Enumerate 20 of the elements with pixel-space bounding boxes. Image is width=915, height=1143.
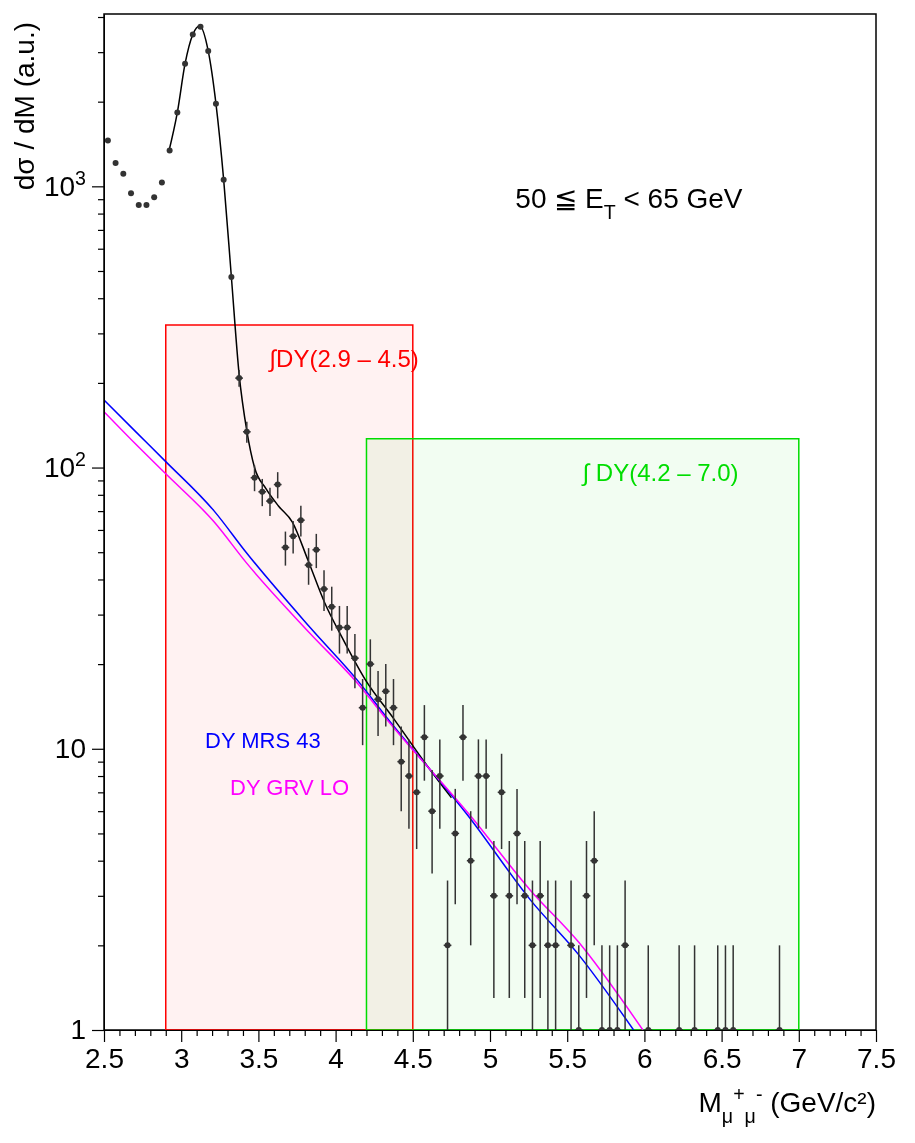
annotation: 50 ≦ E$_{T}$ < 65 GeV	[515, 183, 743, 223]
x-tick-label: 7	[791, 1042, 808, 1074]
x-tick-label: 5	[482, 1042, 499, 1074]
x-tick-label: 2.5	[85, 1042, 124, 1074]
text: DY GRV LO	[230, 775, 350, 800]
x-tick-label: 3.5	[239, 1042, 279, 1074]
x-tick-label: 6	[637, 1042, 653, 1074]
x-tick-label: 3	[173, 1042, 190, 1074]
x-tick-label: 4	[328, 1042, 344, 1074]
y-tick-label: 10$^{3}$	[43, 166, 87, 202]
y-tick-label: 10	[54, 733, 86, 765]
text: DY MRS 43	[205, 728, 321, 753]
band-label: ∫ DY(4.2 – 7.0)	[580, 458, 739, 487]
y-axis-title: dσ / dM (a.u.)	[9, 22, 40, 191]
x-tick-label: 5.5	[548, 1042, 588, 1074]
x-tick-label: 4.5	[393, 1042, 433, 1074]
x-tick-label: 7.5	[857, 1042, 896, 1074]
y-tick-label: 10$^{2}$	[43, 448, 86, 484]
y-tick-label: 1	[70, 1014, 86, 1046]
x-tick-label: 6.5	[702, 1042, 742, 1074]
